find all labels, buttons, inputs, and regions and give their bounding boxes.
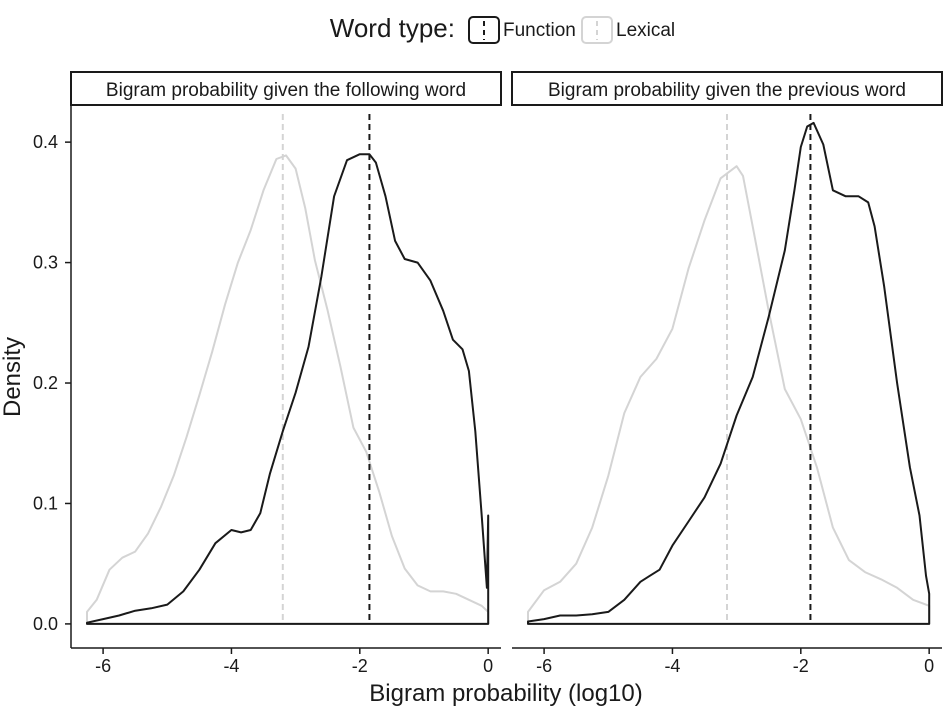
x-axis-right: -6 -4 -2 0 [512, 647, 942, 676]
legend: Word type: Function Lexical [330, 13, 675, 44]
legend-key-function [468, 16, 500, 44]
legend-title: Word type: [330, 13, 455, 43]
x-axis-title: Bigram probability (log10) [369, 680, 642, 707]
y-tick-label: 0.4 [33, 132, 58, 152]
density-curve-function [527, 121, 931, 625]
x-tick-label: -4 [664, 656, 680, 676]
density-curve-lexical [86, 154, 490, 625]
y-tick-label: 0.0 [33, 614, 58, 634]
legend-label-function: Function [503, 20, 576, 41]
panel-previous-word: Bigram probability given the previous wo… [511, 71, 943, 625]
x-tick-label: -2 [793, 656, 809, 676]
x-tick-label: 0 [483, 656, 493, 676]
strip-box [511, 71, 943, 106]
y-tick-label: 0.2 [33, 373, 58, 393]
y-axis-title: Density [0, 337, 26, 417]
density-curve-lexical [527, 165, 931, 625]
y-tick-label: 0.3 [33, 253, 58, 273]
strip-label: Bigram probability given the following w… [106, 80, 466, 101]
plot-area [527, 114, 931, 625]
legend-key-lexical [581, 16, 613, 44]
y-tick-label: 0.1 [33, 493, 58, 513]
x-tick-label: -4 [223, 656, 239, 676]
plot-area [86, 114, 490, 625]
panel-following-word: Bigram probability given the following w… [70, 71, 502, 625]
density-curve-function [86, 153, 490, 625]
x-tick-label: -2 [352, 656, 368, 676]
x-tick-label: 0 [924, 656, 934, 676]
legend-label-lexical: Lexical [616, 20, 675, 41]
strip-label: Bigram probability given the previous wo… [548, 80, 906, 101]
x-tick-label: -6 [536, 656, 552, 676]
strip-box [70, 71, 502, 106]
y-axis: 0.0 0.1 0.2 0.3 0.4 [33, 106, 72, 648]
x-axis-left: -6 -4 -2 0 [71, 647, 501, 676]
x-tick-label: -6 [95, 656, 111, 676]
